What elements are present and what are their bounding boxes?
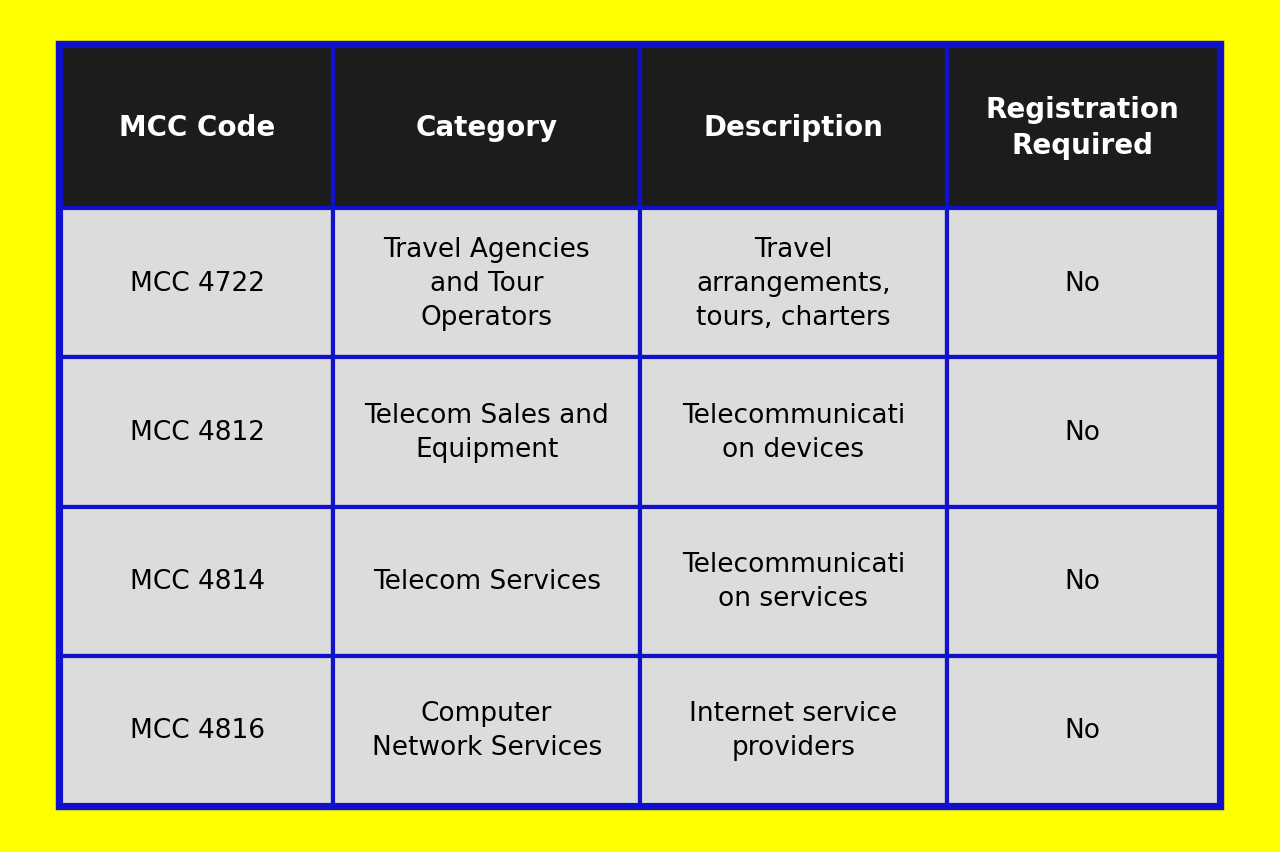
Bar	[61, 47, 333, 209]
Bar	[640, 656, 947, 805]
Text: MCC 4814: MCC 4814	[129, 568, 265, 595]
Text: Telecommunicati
on devices: Telecommunicati on devices	[682, 402, 905, 463]
Bar	[61, 507, 333, 656]
Text: MCC 4812: MCC 4812	[129, 419, 265, 446]
Text: Telecommunicati
on services: Telecommunicati on services	[682, 551, 905, 612]
Text: Internet service
providers: Internet service providers	[689, 700, 897, 761]
Bar	[61, 209, 333, 358]
Bar	[333, 656, 640, 805]
Text: Description: Description	[704, 114, 883, 141]
Text: No: No	[1065, 717, 1101, 744]
Text: Registration
Required: Registration Required	[986, 95, 1179, 160]
Bar	[947, 507, 1219, 656]
Bar	[947, 47, 1219, 209]
Bar	[61, 47, 1219, 805]
Text: Travel
arrangements,
tours, charters: Travel arrangements, tours, charters	[696, 236, 891, 331]
Bar	[947, 209, 1219, 358]
Bar	[947, 656, 1219, 805]
Text: MCC 4816: MCC 4816	[129, 717, 265, 744]
Bar	[333, 209, 640, 358]
Bar	[333, 507, 640, 656]
Bar	[61, 358, 333, 507]
Text: Telecom Services: Telecom Services	[372, 568, 600, 595]
Bar	[640, 47, 947, 209]
Text: MCC Code: MCC Code	[119, 114, 275, 141]
Bar	[640, 209, 947, 358]
Bar	[640, 507, 947, 656]
Bar	[947, 358, 1219, 507]
Text: No: No	[1065, 568, 1101, 595]
Text: MCC 4722: MCC 4722	[129, 270, 265, 296]
Text: Telecom Sales and
Equipment: Telecom Sales and Equipment	[365, 402, 609, 463]
Text: No: No	[1065, 419, 1101, 446]
Text: No: No	[1065, 270, 1101, 296]
Bar	[640, 358, 947, 507]
Text: Travel Agencies
and Tour
Operators: Travel Agencies and Tour Operators	[384, 236, 590, 331]
Bar	[333, 358, 640, 507]
Bar	[333, 47, 640, 209]
Text: Computer
Network Services: Computer Network Services	[371, 700, 602, 761]
Bar	[61, 656, 333, 805]
Text: Category: Category	[416, 114, 558, 141]
